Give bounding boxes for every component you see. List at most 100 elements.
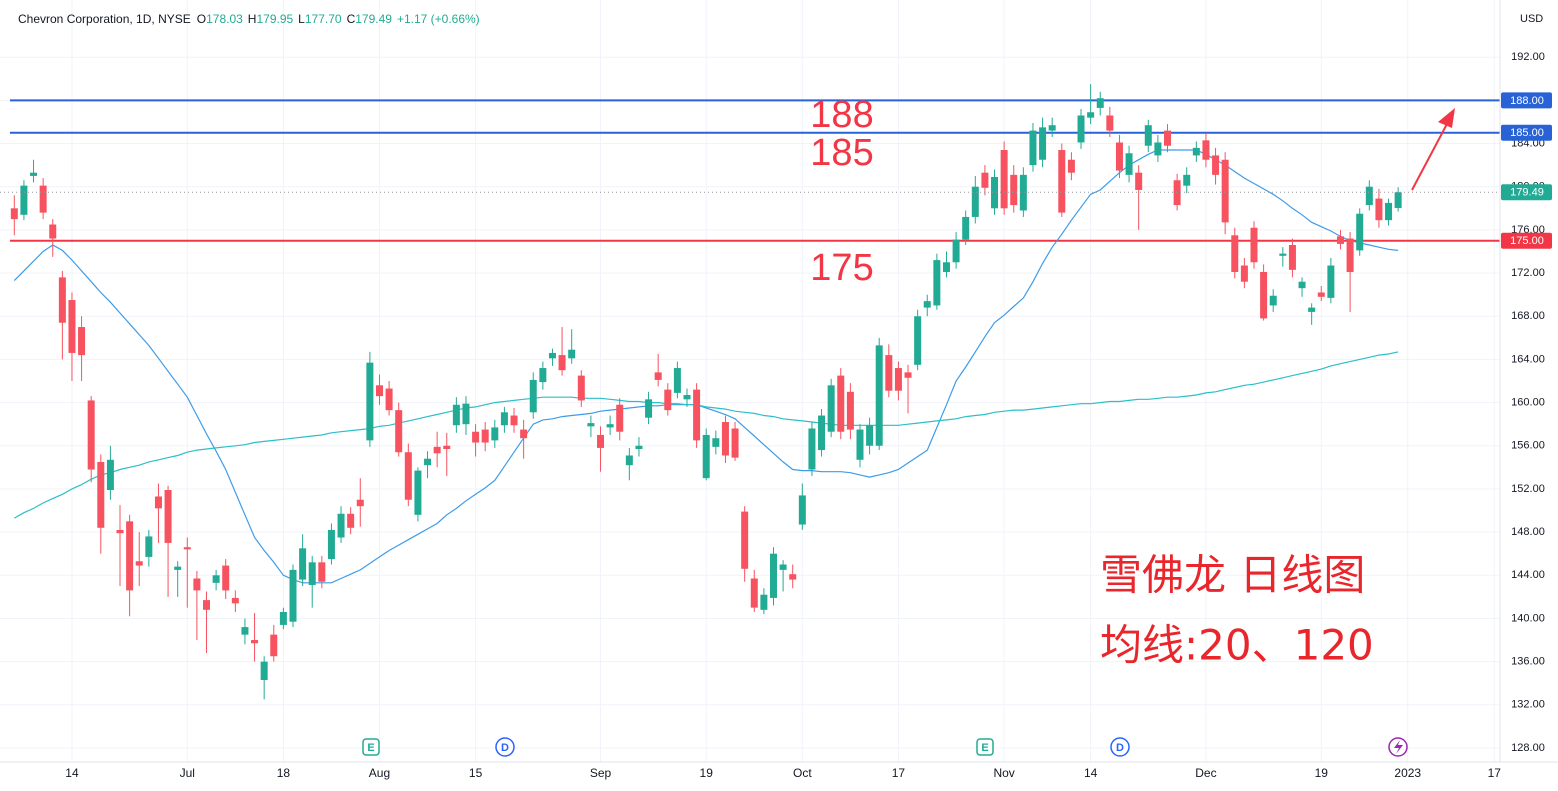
candle-body (904, 372, 912, 378)
candle-body (1365, 186, 1373, 206)
y-tick-label: 152.00 (1511, 483, 1545, 495)
candle-body (1240, 265, 1248, 282)
candle-body (49, 224, 57, 239)
x-tick-label: 15 (469, 766, 483, 780)
candle-body (87, 400, 95, 470)
candle-body (683, 395, 691, 400)
candle-body (1356, 213, 1364, 251)
candle-body (308, 562, 316, 585)
candle-body (1125, 153, 1133, 175)
y-tick-label: 144.00 (1511, 569, 1545, 581)
moving-average (14, 351, 1399, 519)
last-price-label: 179.49 (1510, 187, 1544, 199)
candle-body (327, 529, 335, 560)
candle-body (654, 372, 662, 380)
level-tag (1501, 232, 1552, 249)
candle-body (548, 352, 556, 359)
legend-key: H (248, 12, 257, 26)
candle-body (875, 345, 883, 446)
candle-body (866, 425, 874, 446)
candle-body (424, 458, 432, 466)
candle-body (203, 600, 211, 610)
last-price-tag (1501, 184, 1552, 201)
plot (10, 84, 1402, 700)
candle-body (520, 429, 528, 439)
y-tick-label: 128.00 (1511, 742, 1545, 754)
candle-body (183, 547, 191, 550)
y-tick-label: 172.00 (1511, 267, 1545, 279)
candle-body (616, 404, 624, 432)
event-icon (362, 738, 380, 756)
candle-body (625, 455, 633, 466)
candle-body (760, 594, 768, 610)
candle-body (241, 627, 249, 635)
y-tick-label: 156.00 (1511, 440, 1545, 452)
candle-body (1077, 115, 1085, 143)
candle-body (116, 529, 124, 534)
candle-body (481, 429, 489, 443)
candle-body (702, 434, 710, 479)
candle-body (1231, 235, 1239, 272)
candle-body (1067, 159, 1075, 173)
candle-body (1298, 281, 1306, 289)
candle-body (347, 513, 355, 528)
legend-key: L (298, 12, 305, 26)
candle-body (894, 368, 902, 391)
candle-body (693, 389, 701, 441)
candle-body (539, 368, 547, 383)
event-label: E (367, 742, 374, 754)
candle-body (1058, 150, 1066, 213)
event-icon (495, 737, 515, 757)
candle-body (673, 368, 681, 393)
candle-body (971, 186, 979, 217)
legend-key: O (197, 12, 206, 26)
candle-body (135, 561, 143, 566)
candle-body (279, 611, 287, 625)
candle-body (991, 177, 999, 209)
candle-body (414, 470, 422, 515)
event: E (976, 738, 994, 756)
y-tick-label: 140.00 (1511, 612, 1545, 624)
candle-body (472, 431, 480, 443)
candle-body (1019, 174, 1027, 211)
x-tick-label: Sep (590, 766, 612, 780)
candle-body (395, 410, 403, 453)
candle-body (78, 327, 86, 356)
candle-body (1336, 236, 1344, 244)
candle-body (1308, 307, 1316, 312)
event: D (1110, 737, 1130, 757)
legend-value: 179.95 (256, 12, 293, 26)
candle-body (846, 391, 854, 430)
candle-body (500, 412, 508, 426)
annotation: 185 (810, 132, 873, 174)
x-tick-label: 19 (1315, 766, 1329, 780)
level-tag (1501, 124, 1552, 141)
candle-body (270, 634, 278, 657)
candle-body (385, 388, 393, 411)
candle-body (914, 316, 922, 365)
change: +1.17 (+0.66%) (397, 12, 480, 26)
candle-body (1192, 147, 1200, 156)
candle-body (1010, 174, 1018, 206)
candle-body (827, 385, 835, 432)
candle-body (30, 172, 38, 176)
candle-body (154, 496, 162, 509)
candle-body (68, 300, 76, 353)
candle-body (731, 428, 739, 458)
y-tick-label: 148.00 (1511, 526, 1545, 538)
candle-body (721, 422, 729, 456)
event: E (362, 738, 380, 756)
candle-body (1288, 245, 1296, 270)
x-tick-label: 17 (892, 766, 906, 780)
candle-body (789, 574, 797, 580)
candle-body (558, 355, 566, 371)
candle-body (443, 445, 451, 449)
candle-body (433, 446, 441, 454)
candle-body (222, 565, 230, 591)
x-tick-label: 14 (1084, 766, 1098, 780)
event: D (495, 737, 515, 757)
candle-body (39, 185, 47, 213)
